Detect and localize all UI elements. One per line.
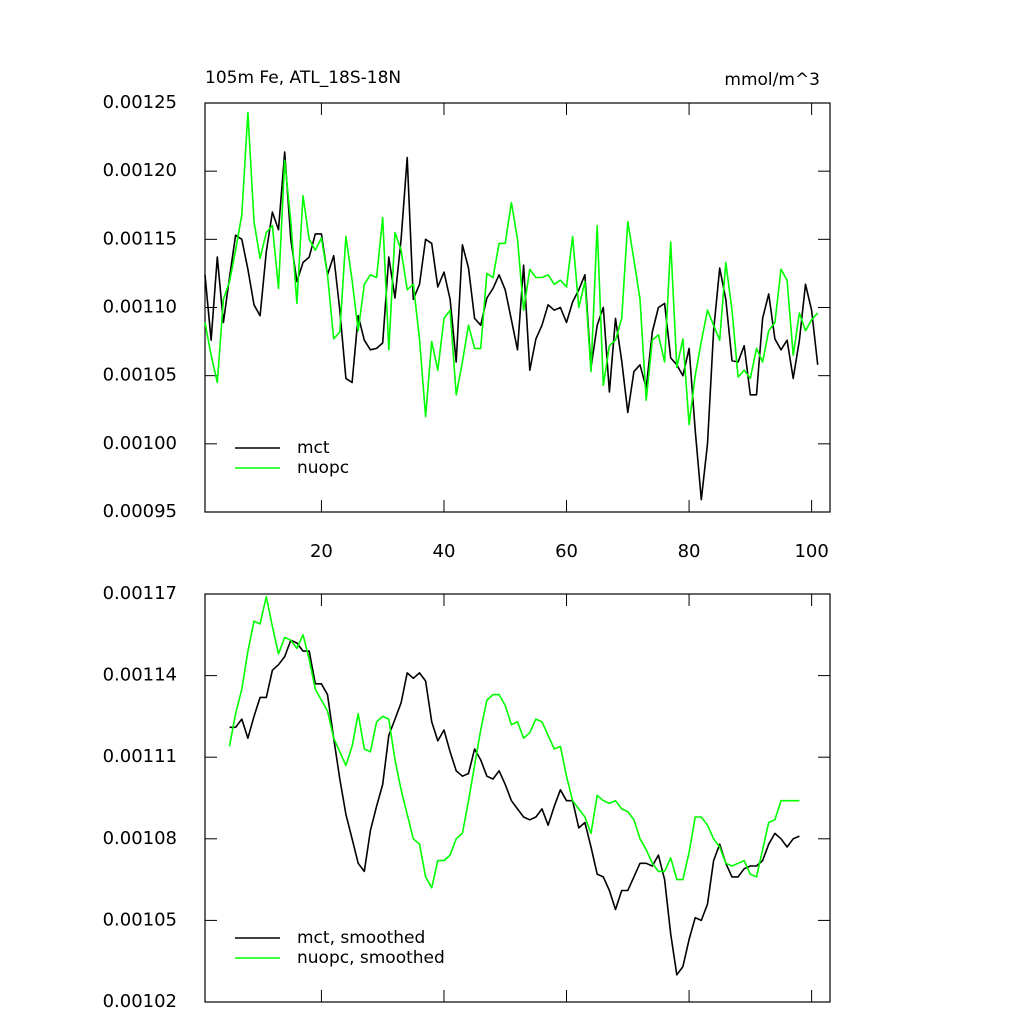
y-tick-label: 0.00117 bbox=[103, 583, 177, 604]
units-label: mmol/m^3 bbox=[724, 70, 820, 90]
y-tick-label: 0.00120 bbox=[103, 160, 177, 181]
data-line bbox=[228, 595, 800, 889]
y-tick-label: 0.00125 bbox=[103, 92, 177, 113]
legend-label: nuopc bbox=[297, 458, 349, 478]
y-tick-label: 0.00095 bbox=[103, 501, 177, 522]
data-line bbox=[204, 111, 819, 426]
y-tick-label: 0.00115 bbox=[103, 228, 177, 249]
x-tick-label: 80 bbox=[678, 541, 701, 562]
legend-label: mct bbox=[297, 438, 330, 458]
legend-label: mct, smoothed bbox=[297, 928, 425, 948]
data-line bbox=[229, 639, 800, 976]
x-tick-label: 100 bbox=[794, 541, 828, 562]
x-tick-label: 60 bbox=[555, 541, 578, 562]
y-tick-label: 0.00105 bbox=[103, 365, 177, 386]
y-tick-label: 0.00110 bbox=[103, 297, 177, 318]
chart-title: 105m Fe, ATL_18S-18N bbox=[205, 68, 401, 88]
y-tick-label: 0.00108 bbox=[103, 828, 177, 849]
y-tick-label: 0.00100 bbox=[103, 433, 177, 454]
plot-frame bbox=[204, 593, 831, 1003]
y-tick-label: 0.00114 bbox=[103, 665, 177, 686]
data-line bbox=[204, 151, 819, 501]
y-tick-label: 0.00102 bbox=[103, 991, 177, 1012]
x-tick-label: 40 bbox=[433, 541, 456, 562]
x-tick-label: 20 bbox=[310, 541, 333, 562]
legend-label: nuopc, smoothed bbox=[297, 948, 445, 968]
y-tick-label: 0.00111 bbox=[103, 746, 177, 767]
y-tick-label: 0.00105 bbox=[103, 909, 177, 930]
